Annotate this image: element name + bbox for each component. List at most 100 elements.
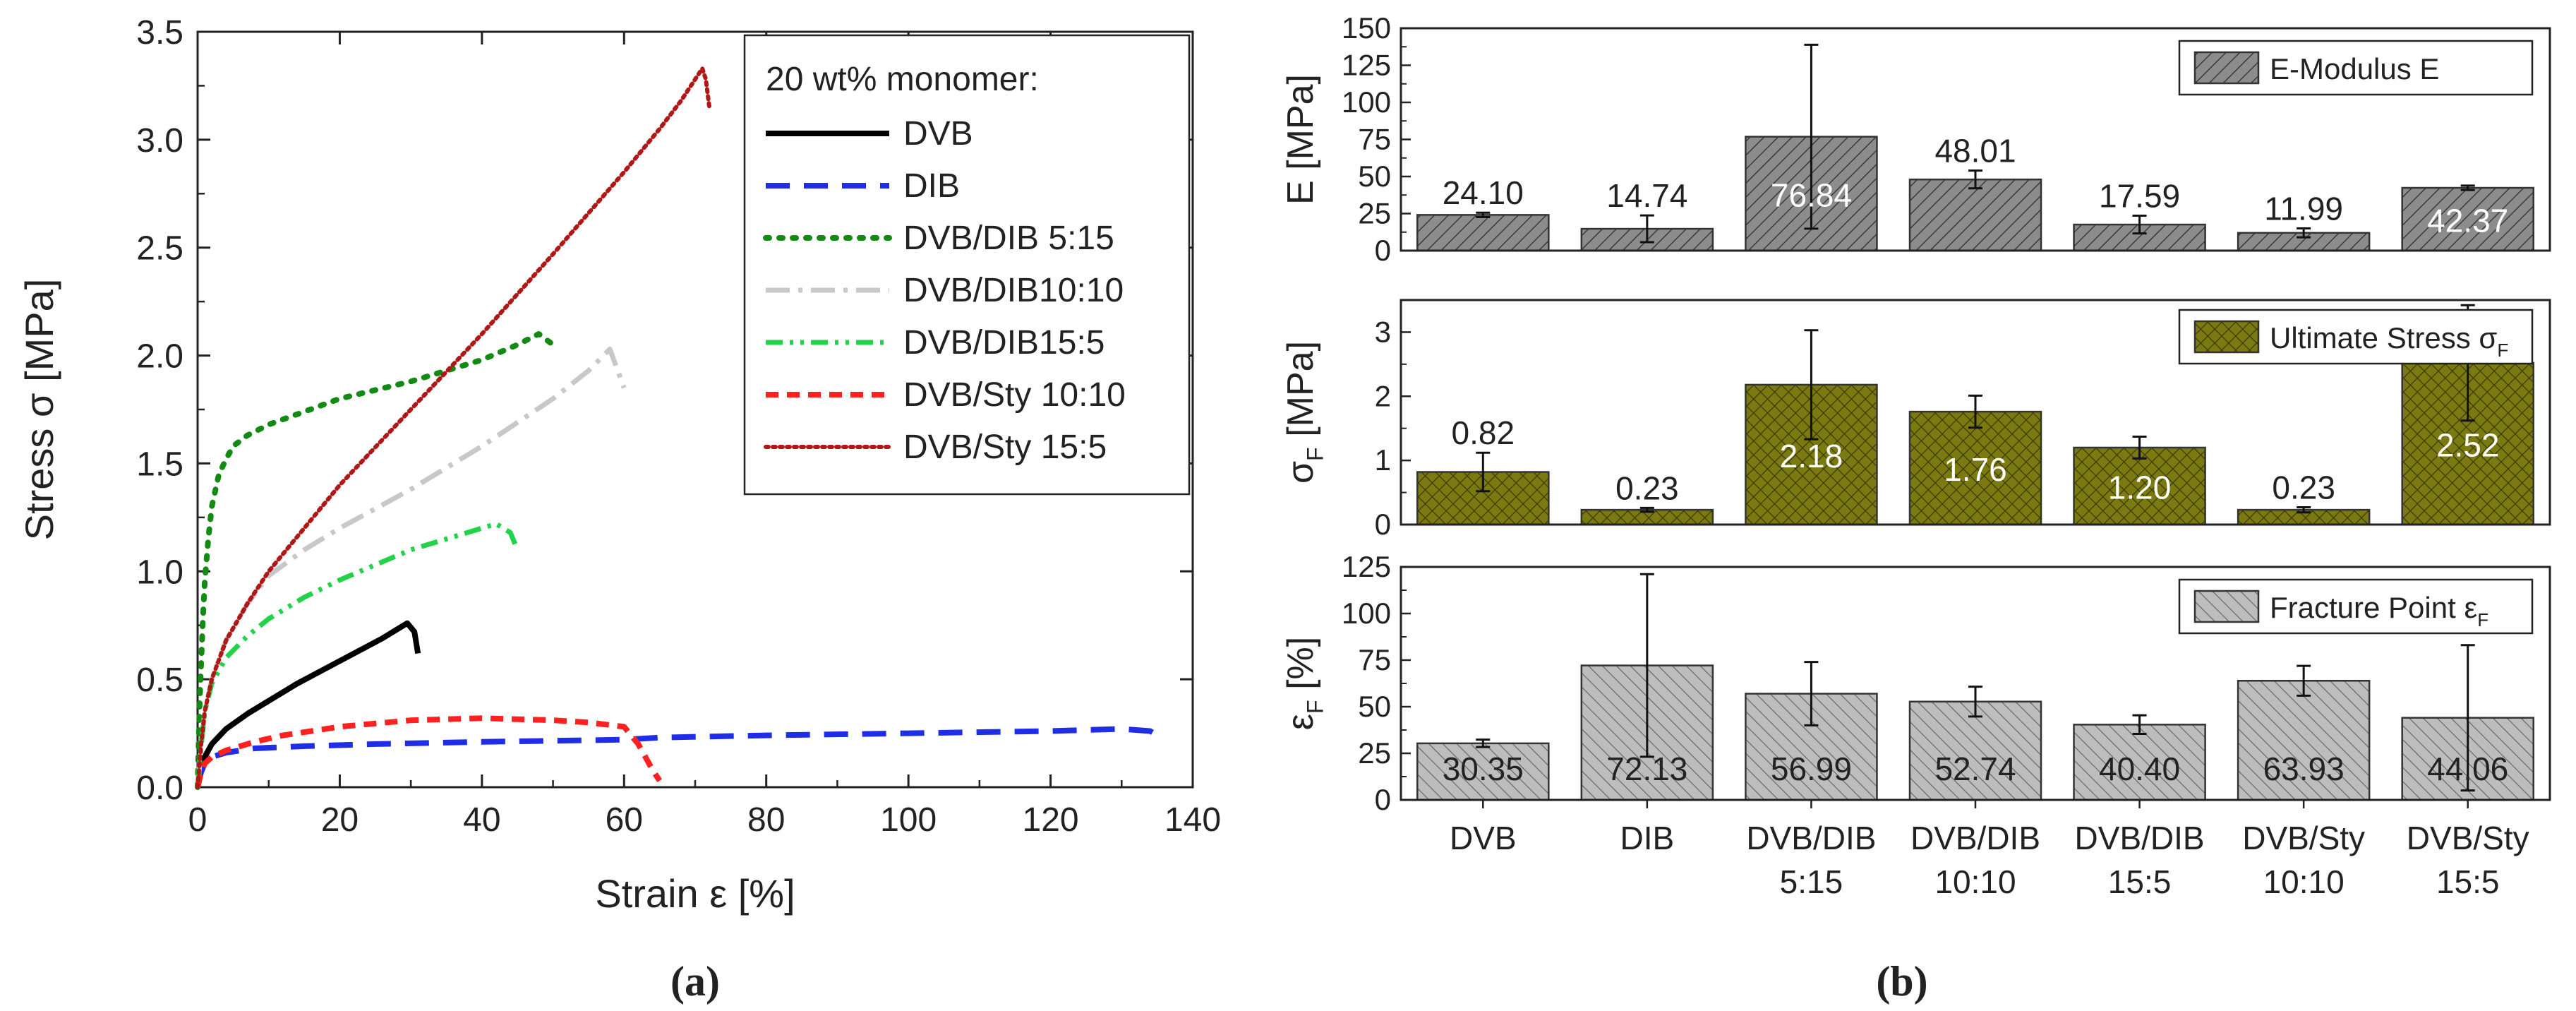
bar-value-label: 44.06 <box>2427 750 2508 787</box>
bar-value-label: 2.52 <box>2436 427 2500 464</box>
y-axis-label: εF [%] <box>1280 637 1328 730</box>
category-label: DVB/Sty <box>2407 820 2529 856</box>
bar-stress <box>2073 446 2206 526</box>
panel-a-line-chart: 0 20 40 60 80 100 120 140 0.0 0.5 1.0 1.5 2.0 2.5 3.0 3… <box>17 14 1221 1005</box>
y-tick-label: 150 <box>1342 11 1391 44</box>
y-tick-label: 125 <box>1342 550 1391 583</box>
y-tick-label: 1 <box>1375 443 1391 477</box>
bar-modulus <box>1908 178 2042 252</box>
y-tick-label: 0 <box>1375 234 1391 267</box>
y-tick-label: 25 <box>1358 736 1391 770</box>
bar-value-label: 11.99 <box>2264 191 2343 227</box>
legend-entry-label: DVB <box>903 115 973 152</box>
x-tick-label: 0 <box>188 801 207 839</box>
y-axis-label: σF [MPa] <box>1280 341 1328 484</box>
y-tick-label: 0 <box>1375 783 1391 816</box>
plot-frame <box>1400 299 2551 526</box>
y-tick-label: 3.5 <box>136 14 183 52</box>
legend: 20 wt% monomer: DVB DIB DVB/DIB 5:15 DVB/DI… <box>743 34 1191 496</box>
series-line <box>195 620 421 788</box>
x-tick-label: 20 <box>321 801 359 839</box>
legend-entry-label: DVB/Sty 10:10 <box>903 376 1126 414</box>
bar-panel-fracture: 0 25 50 75 100 125 30.35 72.13 56.99 52.74 40.40 63… <box>1280 550 2551 816</box>
y-tick-label: 25 <box>1358 197 1391 230</box>
category-label: DVB/DIB <box>1910 820 2040 856</box>
y-tick-label: 100 <box>1342 85 1391 119</box>
y-tick-label: 3.0 <box>136 122 183 160</box>
y-tick-label: 2.0 <box>136 338 183 376</box>
bar-value-label: 42.37 <box>2427 203 2508 239</box>
series-line <box>195 715 662 788</box>
bar-value-label: 1.76 <box>1944 451 2007 488</box>
bar-value-label: 2.18 <box>1780 438 1843 474</box>
bar-value-label: 14.74 <box>1606 177 1687 214</box>
y-axis-label: Stress σ [MPa] <box>17 279 61 541</box>
y-tick-label: 2 <box>1375 379 1391 412</box>
legend-swatch <box>2193 51 2260 85</box>
y-tick-label: 50 <box>1358 160 1391 193</box>
y-tick-label: 0.5 <box>136 662 183 699</box>
x-tick-label: 140 <box>1164 801 1221 839</box>
category-label: DVB/DIB <box>2075 820 2205 856</box>
bar-fracture <box>1580 664 1714 801</box>
category-label: DVB/Sty <box>2242 820 2365 856</box>
y-tick-label: 1.5 <box>136 445 183 483</box>
bar-value-label: 0.23 <box>2272 469 2335 506</box>
bar-value-label: 72.13 <box>1606 750 1687 787</box>
y-tick-label: 75 <box>1358 123 1391 156</box>
bar-value-label: 56.99 <box>1771 750 1852 787</box>
bar-value-label: 40.40 <box>2099 750 2180 787</box>
legend-label: Ultimate Stress σF <box>2270 321 2508 361</box>
legend-swatch <box>2193 590 2260 623</box>
x-axis-label: Strain ε [%] <box>595 871 795 916</box>
bar-fracture <box>2073 724 2206 801</box>
legend-entry-label: DIB <box>903 167 960 205</box>
legend-box <box>743 34 1191 496</box>
category-label: DVB <box>1450 820 1517 856</box>
plot-frame <box>1400 27 2551 252</box>
legend-entry-label: DVB/Sty 15:5 <box>903 429 1107 466</box>
y-tick-label: 3 <box>1375 315 1391 348</box>
y-tick-label: 2.5 <box>136 230 183 268</box>
bar-modulus <box>2401 186 2534 252</box>
bar-value-label: 48.01 <box>1934 133 2016 169</box>
y-tick-label: 0 <box>1375 508 1391 541</box>
x-tick-label: 60 <box>606 801 643 839</box>
category-label: DVB/DIB <box>1746 820 1876 856</box>
y-tick-label: 1.0 <box>136 554 183 591</box>
bar-fracture <box>2237 679 2371 801</box>
legend-entry-label: DVB/DIB10:10 <box>903 272 1124 309</box>
y-tick-label: 0.0 <box>136 770 183 807</box>
x-tick-label: 40 <box>463 801 500 839</box>
legend-label: E-Modulus E <box>2270 52 2439 85</box>
bar-panel-stress: 0 1 2 3 0.82 0.23 2.18 1.76 1.20 0.23 2.52 σF [MPa]… <box>1280 299 2551 541</box>
y-tick-label: 75 <box>1358 643 1391 676</box>
legend-entry-label: DVB/DIB 5:15 <box>903 220 1114 257</box>
series-line <box>195 346 627 788</box>
legend-title: 20 wt% monomer: <box>766 61 1039 98</box>
category-sublabel: 15:5 <box>2436 863 2500 900</box>
category-label: DIB <box>1620 820 1675 856</box>
category-sublabel: 5:15 <box>1780 863 1843 900</box>
bar-value-label: 1.20 <box>2108 469 2172 506</box>
panel-b-caption: (b) <box>1876 958 1927 1005</box>
series-line <box>195 331 556 790</box>
bar-value-label: 24.10 <box>1443 174 1524 211</box>
bar-fracture <box>1416 742 1550 801</box>
category-sublabel: 10:10 <box>2263 863 2345 900</box>
bar-value-label: 0.23 <box>1615 469 1679 506</box>
x-tick-label: 120 <box>1023 801 1079 839</box>
series-line <box>195 66 712 789</box>
legend-box <box>2178 309 2534 365</box>
y-axis-label: E [MPa] <box>1280 74 1321 205</box>
bar-modulus <box>1416 214 1550 252</box>
legend-swatch <box>2193 320 2260 354</box>
x-tick-label: 100 <box>880 801 937 839</box>
bar-value-label: 0.82 <box>1452 414 1515 451</box>
bar-value-label: 76.84 <box>1771 177 1852 213</box>
category-sublabel: 15:5 <box>2108 863 2172 900</box>
category-sublabel: 10:10 <box>1934 863 2016 900</box>
